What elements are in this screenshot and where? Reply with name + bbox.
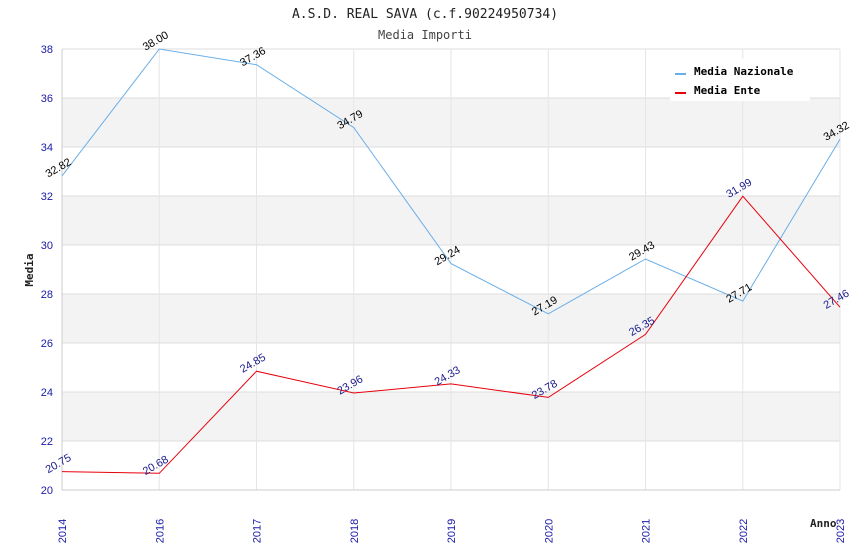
y-tick-label: 20 [41, 485, 53, 497]
chart-title: A.S.D. REAL SAVA (c.f.90224950734) [292, 7, 558, 22]
x-tick-label: 2014 [57, 519, 69, 543]
legend-label: Media Nazionale [694, 65, 794, 78]
y-tick-label: 28 [41, 289, 53, 301]
legend: Media Nazionale Media Ente [670, 59, 810, 101]
y-tick-label: 30 [41, 240, 53, 252]
x-axis-label: Anno [810, 517, 837, 530]
y-tick-label: 32 [41, 191, 53, 203]
x-tick-label: 2019 [446, 519, 458, 543]
x-tick-label: 2022 [738, 519, 750, 543]
x-tick-label: 2018 [349, 519, 361, 543]
series-line [61, 48, 841, 315]
y-tick-label: 36 [41, 93, 53, 105]
y-tick-label: 22 [41, 436, 53, 448]
y-tick-label: 26 [41, 338, 53, 350]
y-tick-label: 24 [41, 387, 53, 399]
y-axis-label: Media [23, 253, 36, 286]
x-tick-label: 2021 [641, 519, 653, 543]
x-tick-label: 2020 [543, 519, 555, 543]
y-ticks: 20 22 24 26 28 30 32 34 36 38 [41, 44, 53, 497]
series-line [61, 195, 841, 474]
x-tick-label: 2017 [252, 519, 264, 543]
y-tick-label: 34 [41, 142, 53, 154]
x-tick-label: 2023 [835, 519, 847, 543]
y-tick-label: 38 [41, 44, 53, 56]
x-tick-label: 2016 [154, 519, 166, 543]
legend-box [670, 59, 810, 101]
x-ticks: 2014 2016 2017 2018 2019 2020 2021 2022 2023 [57, 519, 847, 543]
legend-label: Media Ente [694, 84, 761, 97]
axes [61, 49, 840, 491]
chart-subtitle: Media Importi [378, 28, 472, 42]
